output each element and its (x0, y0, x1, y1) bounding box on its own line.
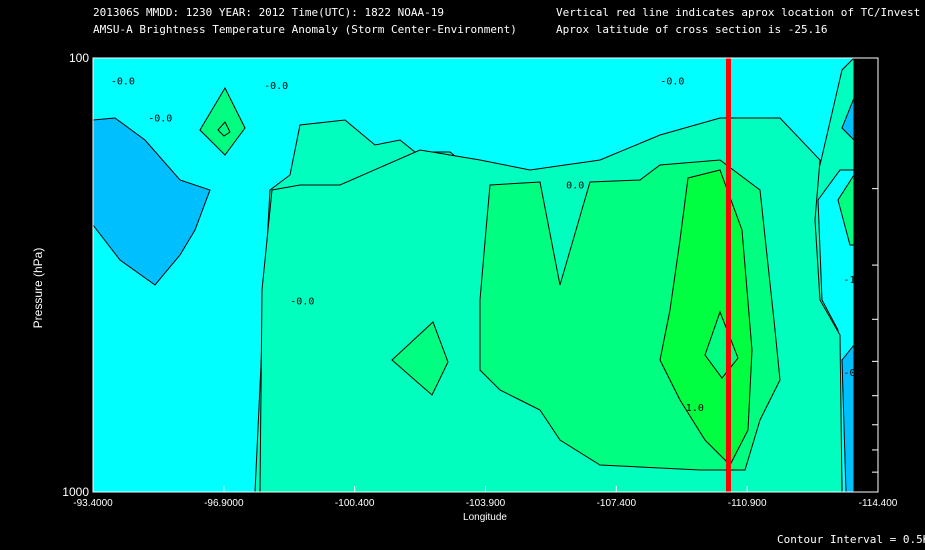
x-tick-label: -103.900 (466, 498, 506, 509)
contour-label: 1.0 (686, 403, 704, 414)
x-axis: -93.4000 -96.9000 -100.400 -103.900 -107.400… (73, 486, 898, 509)
y-axis: 100 1000 (62, 51, 878, 499)
contour-label: -0.0 (660, 76, 684, 87)
contour-label: -0.0 (844, 368, 868, 379)
y-axis-label: Pressure (hPa) (31, 248, 45, 329)
x-tick-label: -110.900 (728, 498, 767, 509)
green-region-0p5-small (391, 321, 449, 396)
x-tick-label: -100.400 (335, 498, 375, 509)
x-tick-label: -114.400 (859, 498, 898, 509)
contour-label: -0.0 (148, 113, 172, 124)
header-line2-right: Aprox latitude of cross section is -25.1… (556, 23, 828, 36)
x-tick-label: -96.9000 (204, 498, 244, 509)
contour-label: -0.0 (111, 76, 135, 87)
contour-interval-label: Contour Interval = 0.5K (777, 533, 925, 546)
plot-area (92, 56, 878, 493)
x-tick-label: -93.4000 (73, 498, 113, 509)
contour-label: -1.0 (844, 275, 868, 286)
x-tick-label: -107.400 (597, 498, 637, 509)
blue-region-left (92, 117, 211, 286)
green-region-1p0-top (217, 121, 231, 137)
contour-label: 0.0 (566, 181, 584, 192)
header-line1-right: Vertical red line indicates aprox locati… (556, 6, 921, 19)
y-tick-label: 1000 (62, 485, 89, 499)
no-data-column (854, 58, 878, 492)
y-tick-label: 100 (69, 51, 89, 65)
contour-label: -0.0 (264, 81, 288, 92)
header-line2-left: AMSU-A Brightness Temperature Anomaly (S… (93, 23, 517, 36)
green-region-0p5-top (199, 86, 246, 156)
contour-labels: -0.0 -0.0 -0.0 -0.0 0.0 -0.0 1.0 -1.0 -0.0 (111, 76, 868, 413)
x-axis-label: Longitude (463, 512, 507, 523)
header-line1-left: 201306S MMDD: 1230 YEAR: 2012 Time(UTC):… (93, 6, 444, 19)
contour-label: -0.0 (290, 297, 314, 308)
